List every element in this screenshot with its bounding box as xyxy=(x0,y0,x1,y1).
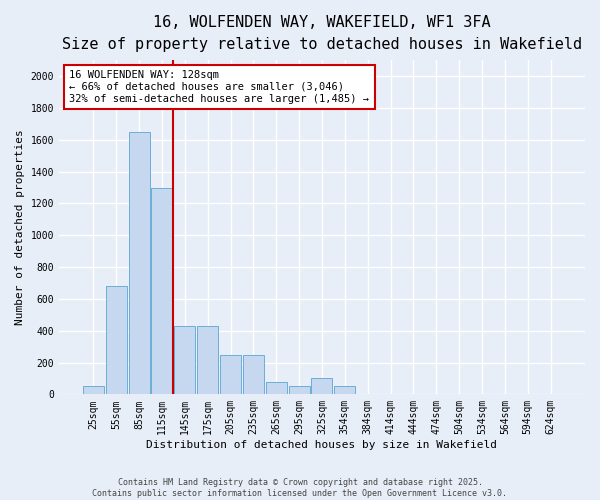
Bar xyxy=(243,354,264,395)
Title: 16, WOLFENDEN WAY, WAKEFIELD, WF1 3FA
Size of property relative to detached hous: 16, WOLFENDEN WAY, WAKEFIELD, WF1 3FA Si… xyxy=(62,15,582,52)
Bar xyxy=(106,286,127,395)
Y-axis label: Number of detached properties: Number of detached properties xyxy=(15,130,25,325)
X-axis label: Distribution of detached houses by size in Wakefield: Distribution of detached houses by size … xyxy=(146,440,497,450)
Bar xyxy=(266,382,287,394)
Text: 16 WOLFENDEN WAY: 128sqm
← 66% of detached houses are smaller (3,046)
32% of sem: 16 WOLFENDEN WAY: 128sqm ← 66% of detach… xyxy=(70,70,370,104)
Bar xyxy=(151,188,172,394)
Bar xyxy=(220,354,241,395)
Bar xyxy=(83,386,104,394)
Bar xyxy=(289,386,310,394)
Bar xyxy=(334,386,355,394)
Bar xyxy=(311,378,332,394)
Text: Contains HM Land Registry data © Crown copyright and database right 2025.
Contai: Contains HM Land Registry data © Crown c… xyxy=(92,478,508,498)
Bar xyxy=(174,326,196,394)
Bar xyxy=(128,132,149,394)
Bar xyxy=(197,326,218,394)
